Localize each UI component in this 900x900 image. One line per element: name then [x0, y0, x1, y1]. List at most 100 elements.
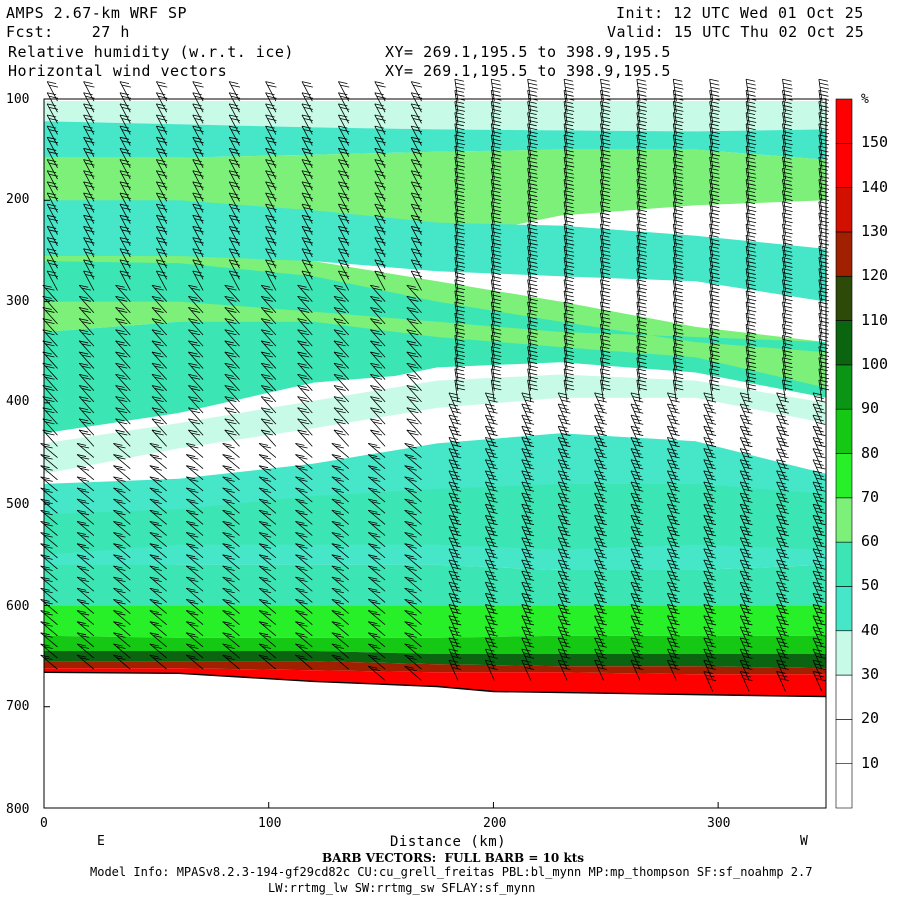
wind-barb: [295, 543, 313, 559]
wind-barb: [448, 570, 462, 592]
wind-barb: [630, 593, 644, 614]
wind-barb: [76, 509, 95, 525]
wind-barb: [368, 454, 386, 469]
wind-barb: [260, 396, 277, 414]
wind-barb: [557, 615, 571, 636]
wind-barb: [557, 403, 571, 425]
wind-barb: [672, 156, 684, 180]
colorbar-swatch: [835, 187, 853, 233]
wind-barb: [185, 498, 204, 514]
wind-barb: [260, 340, 277, 358]
wind-barb: [812, 659, 826, 681]
wind-barb: [76, 576, 95, 592]
wind-barb: [448, 537, 462, 558]
wind-barb: [776, 470, 789, 492]
wind-barb: [295, 587, 313, 603]
wind-barb: [782, 257, 793, 280]
wind-barb: [149, 554, 167, 570]
wind-barb: [76, 565, 95, 581]
wind-barb: [368, 587, 386, 603]
wind-barb: [78, 329, 95, 347]
wind-barb: [776, 437, 789, 458]
wind-barb: [667, 626, 680, 648]
wind-barb: [563, 156, 575, 180]
wind-barb: [224, 340, 240, 358]
wind-barb: [667, 448, 680, 469]
wind-barb: [76, 643, 95, 659]
wind-barb: [490, 212, 502, 235]
wind-barb: [521, 526, 535, 547]
wind-barb: [782, 223, 793, 246]
wind-barb: [667, 492, 680, 514]
wind-barb: [185, 643, 204, 659]
wind-barb: [78, 418, 95, 436]
wind-barb: [672, 323, 684, 347]
wind-barb: [368, 509, 386, 525]
wind-barb: [521, 425, 535, 447]
wind-barb: [78, 318, 95, 336]
wind-barb: [600, 257, 611, 280]
wind-barb: [600, 156, 611, 180]
wind-barb: [185, 465, 204, 481]
wind-barb: [113, 576, 131, 592]
wind-barb: [40, 576, 58, 592]
wind-barb: [563, 179, 575, 202]
wind-barb: [295, 476, 313, 492]
wind-barb: [448, 503, 462, 525]
wind-barb: [40, 565, 58, 581]
wind-barb: [295, 610, 313, 625]
wind-barb: [224, 429, 240, 447]
wind-barb: [672, 257, 684, 280]
wind-barb: [149, 509, 167, 525]
y-tick-label: 300: [6, 294, 30, 309]
wind-barb: [745, 346, 757, 369]
wind-barb: [636, 268, 648, 291]
wind-barb: [630, 537, 644, 558]
wind-barb: [338, 270, 350, 291]
wind-barb: [703, 437, 717, 458]
wind-barb: [188, 373, 204, 391]
y-tick-label: 600: [6, 599, 30, 614]
wind-barb: [224, 407, 240, 425]
colorbar-swatch: [835, 719, 853, 764]
wind-barb: [78, 295, 95, 313]
init-time: Init: 12 UTC Wed 01 Oct 25: [616, 4, 864, 22]
wind-barb: [454, 301, 466, 324]
wind-barb: [115, 373, 131, 391]
wind-barb: [76, 554, 95, 570]
rh-band-70: [44, 605, 826, 638]
wind-barb: [188, 329, 204, 347]
wind-barb: [224, 385, 240, 403]
wind-barb: [709, 279, 720, 302]
wind-barb: [703, 659, 717, 681]
wind-barb: [703, 481, 717, 503]
wind-barb: [297, 396, 313, 414]
wind-barb: [115, 307, 131, 325]
wind-barb: [563, 234, 575, 258]
wind-barb: [222, 543, 240, 559]
wind-barb: [818, 268, 830, 291]
wind-barb: [563, 335, 575, 358]
wind-barb: [709, 357, 720, 380]
wind-barb: [258, 509, 277, 525]
wind-barb: [331, 621, 349, 637]
forecast-hour: Fcst: 27 h: [6, 23, 130, 41]
wind-barb: [490, 179, 502, 202]
wind-barb: [672, 245, 684, 269]
wind-barb: [448, 659, 462, 681]
wind-barb: [527, 145, 538, 168]
wind-barb: [297, 329, 313, 347]
colorbar-swatch: [835, 408, 853, 454]
wind-barb: [557, 503, 571, 525]
terrain-fill: [44, 672, 826, 808]
wind-barb: [672, 212, 684, 235]
wind-barb: [739, 659, 753, 681]
wind-barb: [188, 307, 204, 325]
wind-barb: [454, 123, 466, 146]
wind-barb: [297, 351, 313, 369]
wind-barb: [600, 290, 611, 313]
wind-barb: [258, 576, 277, 592]
wind-barb: [818, 223, 830, 246]
wind-barb: [151, 429, 167, 447]
